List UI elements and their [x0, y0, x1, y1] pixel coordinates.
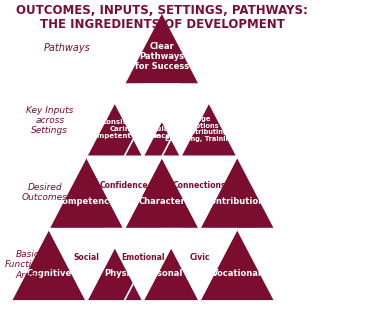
Polygon shape — [162, 229, 237, 301]
Text: Social: Social — [74, 253, 99, 262]
Text: Consistent,
Caring,
Competent People: Consistent, Caring, Competent People — [88, 119, 161, 139]
Text: THE INGREDIENTS OF DEVELOPMENT: THE INGREDIENTS OF DEVELOPMENT — [40, 18, 285, 31]
Text: Desired
Outcomes: Desired Outcomes — [22, 183, 68, 202]
Text: Clear
Pathways
for Success: Clear Pathways for Success — [135, 42, 189, 71]
Polygon shape — [124, 12, 200, 84]
Text: Vocational: Vocational — [325, 269, 375, 278]
Polygon shape — [200, 157, 275, 229]
Polygon shape — [11, 229, 86, 301]
Polygon shape — [86, 229, 162, 301]
Polygon shape — [124, 84, 200, 157]
Text: Safe, Structured,
Stimulating
Places: Safe, Structured, Stimulating Places — [128, 119, 196, 139]
Text: Character: Character — [138, 197, 185, 206]
Text: OUTCOMES, INPUTS, SETTINGS, PATHWAYS:: OUTCOMES, INPUTS, SETTINGS, PATHWAYS: — [16, 4, 308, 17]
Text: Civic: Civic — [189, 253, 210, 262]
Text: Confidence: Confidence — [100, 181, 149, 190]
Text: Key Inputs
across
Settings: Key Inputs across Settings — [26, 105, 74, 135]
Text: Basic
Functional
Areas: Basic Functional Areas — [5, 250, 51, 280]
Polygon shape — [312, 229, 381, 301]
Polygon shape — [124, 229, 200, 301]
Text: Connections: Connections — [173, 181, 226, 190]
Text: Cognitive: Cognitive — [26, 269, 72, 278]
Polygon shape — [143, 84, 218, 157]
Polygon shape — [162, 157, 237, 229]
Polygon shape — [49, 157, 124, 229]
Polygon shape — [124, 157, 200, 229]
Polygon shape — [86, 157, 162, 229]
Text: Contributions: Contributions — [205, 197, 270, 206]
Polygon shape — [200, 229, 275, 301]
Text: Pathways: Pathways — [43, 43, 90, 53]
Text: Vocational: Vocational — [212, 269, 262, 278]
Text: Physical: Physical — [105, 269, 144, 278]
Text: Competence: Competence — [57, 197, 116, 206]
Text: Personal: Personal — [141, 269, 182, 278]
Polygon shape — [162, 84, 237, 157]
Text: Range
of Options
for Contributing,
Exploring, Training: Range of Options for Contributing, Explo… — [165, 116, 234, 142]
Polygon shape — [49, 229, 124, 301]
Polygon shape — [86, 84, 162, 157]
Polygon shape — [105, 84, 181, 157]
Polygon shape — [105, 229, 181, 301]
Text: Emotional: Emotional — [121, 253, 165, 262]
Polygon shape — [256, 229, 331, 301]
